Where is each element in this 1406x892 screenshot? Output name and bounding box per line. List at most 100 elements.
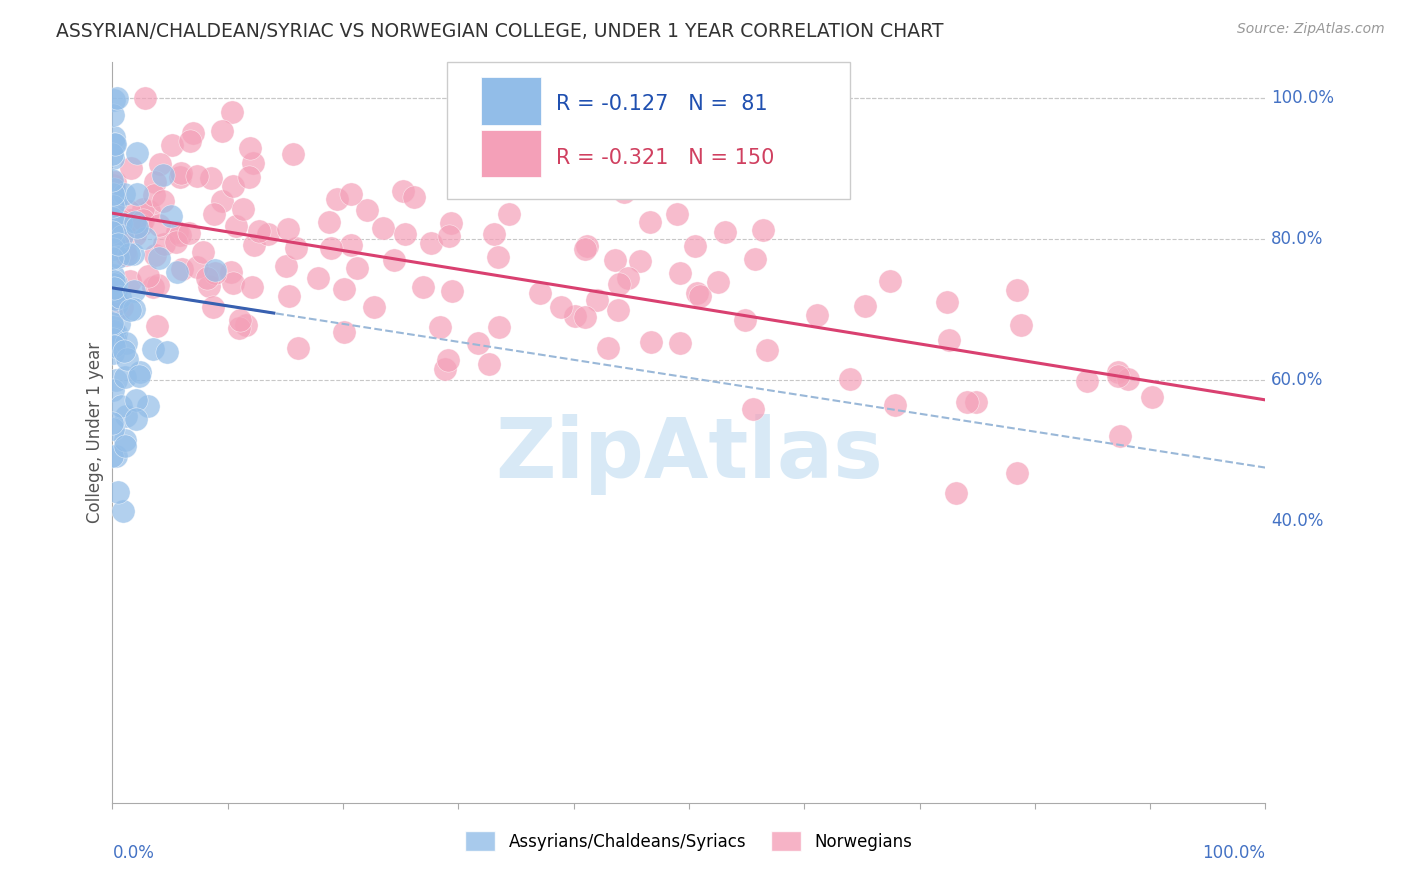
Point [105,91,128,105]
Point [134,91,156,105]
Point [640,334,662,349]
Point [101,172,124,186]
Point [752,223,775,237]
Point [222,179,245,194]
Point [333,282,356,296]
Point [744,252,766,266]
Point [238,169,260,184]
Point [478,357,501,371]
Point [143,176,166,190]
Point [683,238,706,252]
Text: 100.0%: 100.0% [1271,88,1334,107]
Point [127,186,149,201]
Point [122,301,145,316]
FancyBboxPatch shape [447,62,851,200]
Point [170,261,193,276]
Point [111,229,134,244]
Point [221,104,243,119]
Point [120,303,142,318]
Point [118,203,141,218]
Point [124,227,146,242]
Point [118,275,141,289]
Point [105,449,128,463]
Point [202,207,225,221]
Point [110,399,132,413]
Point [124,411,146,425]
Point [441,284,464,298]
Point [574,242,596,256]
Point [239,141,262,155]
Point [108,290,131,304]
Point [101,251,124,265]
Point [242,155,264,169]
Point [596,342,619,356]
Point [101,211,124,225]
Point [669,266,692,280]
Point [134,231,156,245]
Point [225,219,247,233]
Point [755,343,778,358]
Point [111,301,134,315]
Point [806,309,828,323]
Point [108,213,131,227]
Point [195,271,218,285]
Point [166,225,188,239]
Point [129,365,152,379]
Point [179,134,201,148]
Point [101,345,124,359]
Point [1140,390,1163,404]
Point [103,277,125,292]
Point [467,335,489,350]
Point [1010,318,1032,332]
Point [371,220,394,235]
Point [340,238,363,252]
Point [191,245,214,260]
Point [104,330,127,344]
Point [484,227,506,242]
Point [132,202,155,216]
Text: ASSYRIAN/CHALDEAN/SYRIAC VS NORWEGIAN COLLEGE, UNDER 1 YEAR CORRELATION CHART: ASSYRIAN/CHALDEAN/SYRIAC VS NORWEGIAN CO… [56,22,943,41]
Point [148,218,170,232]
Point [101,151,124,165]
Point [394,227,416,242]
Text: 0.0%: 0.0% [112,844,155,862]
Point [437,353,460,368]
Point [201,300,224,314]
Point [156,344,179,359]
Point [420,236,443,251]
Point [108,318,131,332]
Point [101,212,124,227]
Point [607,277,630,292]
Point [853,299,876,313]
Text: 100.0%: 100.0% [1202,844,1265,862]
Point [222,276,245,290]
Point [247,223,270,237]
Point [152,237,174,252]
Point [211,124,233,138]
Point [575,239,598,253]
Point [170,166,193,180]
Point [734,313,756,327]
Point [1076,374,1098,388]
Point [498,207,520,221]
Point [101,178,124,192]
Point [307,270,329,285]
Point [186,169,208,184]
Point [340,187,363,202]
Point [103,339,125,353]
Point [160,209,183,223]
Point [105,373,128,387]
Point [112,186,135,201]
Point [101,268,124,282]
Point [148,251,170,265]
Point [112,344,135,359]
Point [240,280,263,294]
Point [101,276,124,290]
Point [689,289,711,303]
Point [363,300,385,314]
Point [488,320,510,334]
Point [429,320,451,334]
Point [103,182,125,196]
Point [101,108,124,122]
Point [956,395,979,409]
